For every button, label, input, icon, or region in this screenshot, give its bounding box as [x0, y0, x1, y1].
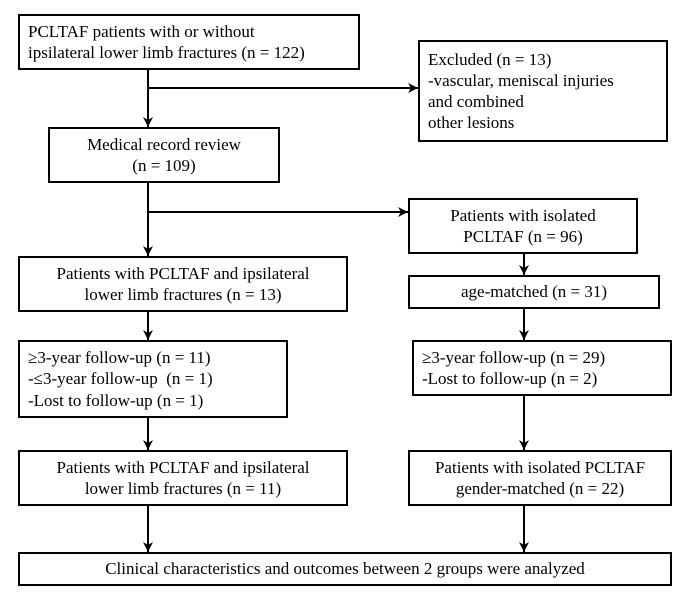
- node-right_followup: ≥3-year follow-up (n = 29)-Lost to follo…: [412, 340, 672, 396]
- node-excluded-line: other lesions: [428, 112, 514, 133]
- flowchart-canvas: PCLTAF patients with or withoutipsilater…: [0, 0, 685, 597]
- node-ipsi13-line: lower limb fractures (n = 13): [85, 284, 282, 305]
- node-review: Medical record review(n = 109): [48, 127, 280, 183]
- node-ipsi13-line: Patients with PCLTAF and ipsilateral: [57, 263, 310, 284]
- node-left_followup-line: -Lost to follow-up (n = 1): [28, 390, 203, 411]
- node-left_followup: ≥3-year follow-up (n = 11)-≤3-year follo…: [18, 340, 288, 418]
- node-final: Clinical characteristics and outcomes be…: [18, 552, 672, 586]
- node-excluded-line: and combined: [428, 91, 524, 112]
- node-right_followup-line: ≥3-year follow-up (n = 29): [422, 347, 605, 368]
- node-isolated: Patients with isolatedPCLTAF (n = 96): [408, 198, 638, 254]
- node-final-line: Clinical characteristics and outcomes be…: [105, 558, 585, 579]
- node-ipsi13: Patients with PCLTAF and ipsilaterallowe…: [18, 256, 348, 312]
- node-start-line: PCLTAF patients with or without: [28, 21, 255, 42]
- node-gender22: Patients with isolated PCLTAFgender-matc…: [408, 450, 672, 506]
- node-gender22-line: Patients with isolated PCLTAF: [435, 457, 645, 478]
- node-start: PCLTAF patients with or withoutipsilater…: [18, 14, 360, 70]
- node-agematched-line: age-matched (n = 31): [461, 281, 607, 302]
- node-left_followup-line: ≥3-year follow-up (n = 11): [28, 347, 211, 368]
- node-ipsi11-line: lower limb fractures (n = 11): [85, 478, 281, 499]
- node-excluded: Excluded (n = 13)-vascular, meniscal inj…: [418, 40, 668, 142]
- node-ipsi11-line: Patients with PCLTAF and ipsilateral: [57, 457, 310, 478]
- node-excluded-line: Excluded (n = 13): [428, 49, 551, 70]
- node-isolated-line: PCLTAF (n = 96): [463, 226, 583, 247]
- node-agematched: age-matched (n = 31): [408, 275, 660, 309]
- node-review-line: Medical record review: [87, 134, 241, 155]
- node-start-line: ipsilateral lower limb fractures (n = 12…: [28, 42, 305, 63]
- node-isolated-line: Patients with isolated: [450, 205, 595, 226]
- node-right_followup-line: -Lost to follow-up (n = 2): [422, 368, 597, 389]
- node-ipsi11: Patients with PCLTAF and ipsilaterallowe…: [18, 450, 348, 506]
- node-left_followup-line: -≤3-year follow-up (n = 1): [28, 368, 213, 389]
- node-review-line: (n = 109): [132, 155, 195, 176]
- node-gender22-line: gender-matched (n = 22): [456, 478, 624, 499]
- node-excluded-line: -vascular, meniscal injuries: [428, 70, 614, 91]
